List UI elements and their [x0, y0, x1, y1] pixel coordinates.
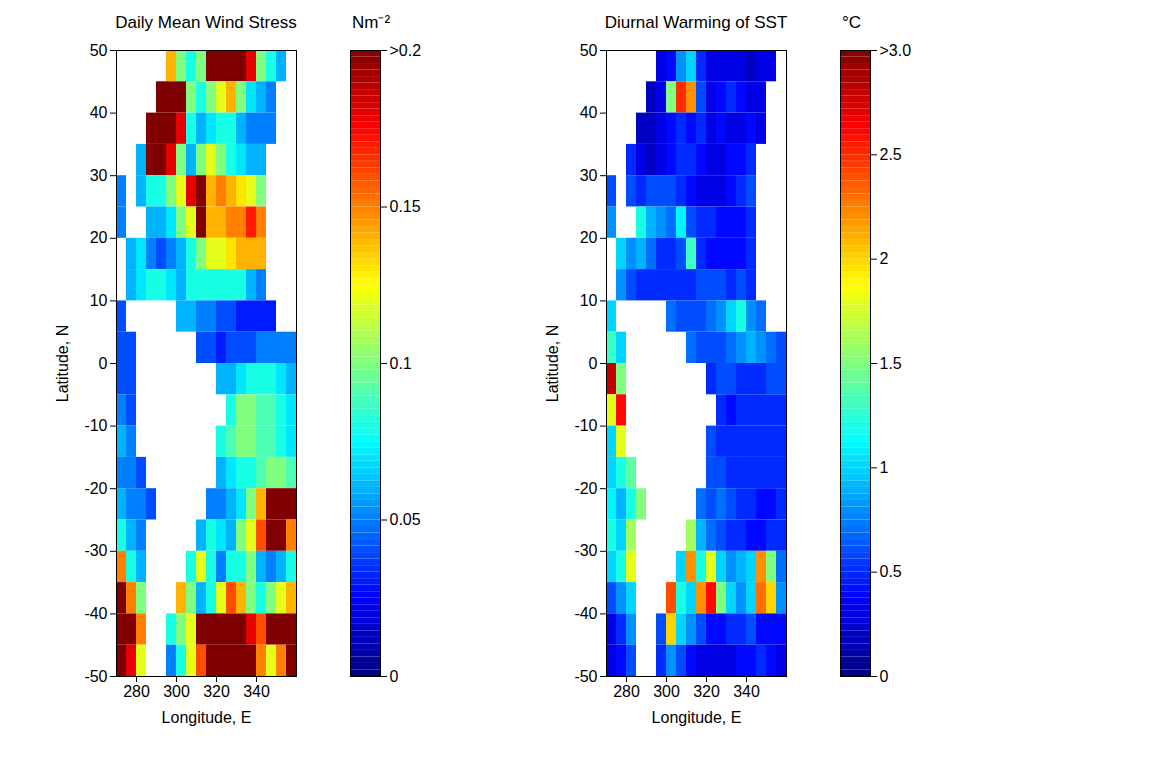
svg-text:300: 300 [653, 683, 680, 700]
html-text:Diurnal Warming of SST: Diurnal Warming of SST [604, 13, 788, 32]
svg-text:320: 320 [693, 683, 720, 700]
svg-text:300: 300 [163, 683, 190, 700]
svg-text:1.5: 1.5 [880, 355, 902, 372]
svg-text:40: 40 [90, 104, 108, 121]
svg-text:320: 320 [203, 683, 230, 700]
svg-text:Longitude, E: Longitude, E [652, 709, 742, 726]
svg-text:50: 50 [90, 42, 108, 59]
svg-text:-20: -20 [84, 480, 107, 497]
svg-text:-40: -40 [84, 605, 107, 622]
svg-text:280: 280 [123, 683, 150, 700]
svg-text:-30: -30 [84, 542, 107, 559]
svg-text:0: 0 [99, 355, 108, 372]
svg-text:0: 0 [589, 355, 598, 372]
html-text:°C: °C [842, 13, 862, 32]
svg-text:0.1: 0.1 [390, 355, 412, 372]
svg-text:-20: -20 [574, 480, 597, 497]
svg-text:340: 340 [733, 683, 760, 700]
svg-text:10: 10 [90, 292, 108, 309]
svg-text:280: 280 [613, 683, 640, 700]
svg-text:Longitude, E: Longitude, E [162, 709, 252, 726]
svg-text:-30: -30 [574, 542, 597, 559]
svg-text:0: 0 [880, 668, 889, 685]
svg-text:0.5: 0.5 [880, 563, 902, 580]
svg-text:10: 10 [580, 292, 598, 309]
svg-text:Latitude, N: Latitude, N [544, 325, 561, 402]
svg-text:-50: -50 [574, 668, 597, 685]
svg-text:2: 2 [880, 250, 889, 267]
svg-text:0.15: 0.15 [390, 198, 421, 215]
svg-text:340: 340 [243, 683, 270, 700]
svg-text:0.05: 0.05 [390, 511, 421, 528]
svg-text:1: 1 [880, 459, 889, 476]
svg-text:20: 20 [90, 229, 108, 246]
svg-text:-10: -10 [574, 417, 597, 434]
svg-text:30: 30 [90, 167, 108, 184]
svg-text:-50: -50 [84, 668, 107, 685]
svg-text:Latitude, N: Latitude, N [54, 325, 71, 402]
svg-text:>0.2: >0.2 [390, 42, 422, 59]
svg-text:0: 0 [390, 668, 399, 685]
svg-text:40: 40 [580, 104, 598, 121]
svg-text:2.5: 2.5 [880, 146, 902, 163]
html-text:Daily Mean Wind Stress: Daily Mean Wind Stress [115, 13, 297, 32]
html-text:Nm⁻²: Nm⁻² [352, 13, 391, 32]
svg-text:>3.0: >3.0 [880, 42, 912, 59]
svg-text:20: 20 [580, 229, 598, 246]
svg-text:30: 30 [580, 167, 598, 184]
svg-text:-40: -40 [574, 605, 597, 622]
svg-text:-10: -10 [84, 417, 107, 434]
svg-text:50: 50 [580, 42, 598, 59]
